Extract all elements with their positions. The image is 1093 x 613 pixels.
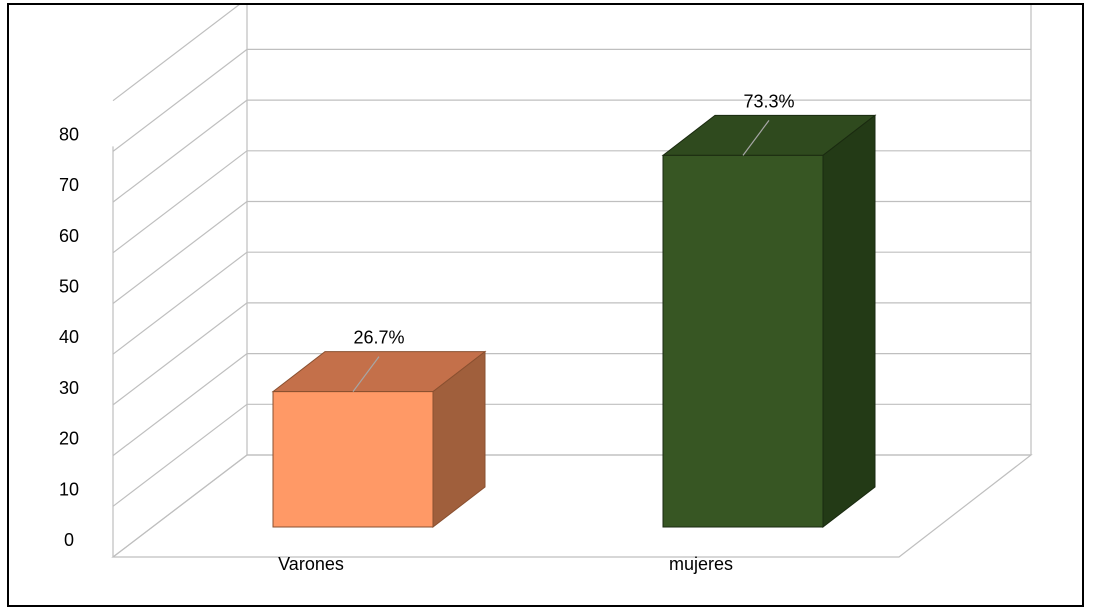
gridline-side-60: [112, 150, 248, 254]
gridline-side-40: [112, 251, 248, 355]
y-tick-label: 30: [59, 378, 79, 398]
category-labels: Varones mujeres: [278, 554, 733, 574]
data-labels: 26.7% 73.3%: [352, 91, 795, 392]
gridline-side-20: [112, 353, 248, 457]
gridline-side-90: [112, 5, 240, 102]
bar-side-face: [822, 114, 876, 529]
y-tick-label: 70: [59, 175, 79, 195]
bar-front-face: [662, 154, 824, 528]
y-tick-label: 40: [59, 327, 79, 347]
gridline-side-10: [112, 403, 248, 507]
category-label-mujeres: mujeres: [669, 554, 733, 574]
leader-line: [352, 356, 380, 392]
data-label-varones: 26.7%: [353, 328, 404, 348]
gridline-side-50: [112, 201, 248, 304]
category-label-varones: Varones: [278, 554, 344, 574]
y-tick-label: 0: [64, 530, 74, 550]
y-tick-label: 60: [59, 226, 79, 246]
gridlines: [112, 5, 1031, 558]
y-tick-label: 80: [59, 124, 79, 144]
data-label-mujeres: 73.3%: [743, 91, 794, 111]
y-axis-ticks: 0 10 20 30 40 50 60 70 80: [59, 124, 79, 550]
gridline-side-80: [112, 48, 248, 152]
bar-front-face: [272, 391, 434, 528]
gridline-side-70: [112, 99, 248, 203]
leader-line: [742, 120, 770, 156]
bars: [271, 114, 877, 529]
chart-walls: [111, 5, 1033, 558]
bar-chart: 0 10 20 30 40 50 60 70 80 Varones mujeres 26.7% 73…: [59, 5, 1033, 574]
y-tick-label: 50: [59, 277, 79, 297]
bar-varones: [271, 350, 487, 529]
chart-frame: 0 10 20 30 40 50 60 70 80 Varones mujeres 26.7% 73…: [7, 3, 1084, 607]
bar-mujeres: [661, 114, 877, 529]
gridline-side-30: [112, 302, 248, 406]
y-tick-label: 10: [59, 479, 79, 499]
floor: [111, 454, 1033, 558]
y-tick-label: 20: [59, 429, 79, 449]
gridline-side-0: [112, 454, 248, 558]
